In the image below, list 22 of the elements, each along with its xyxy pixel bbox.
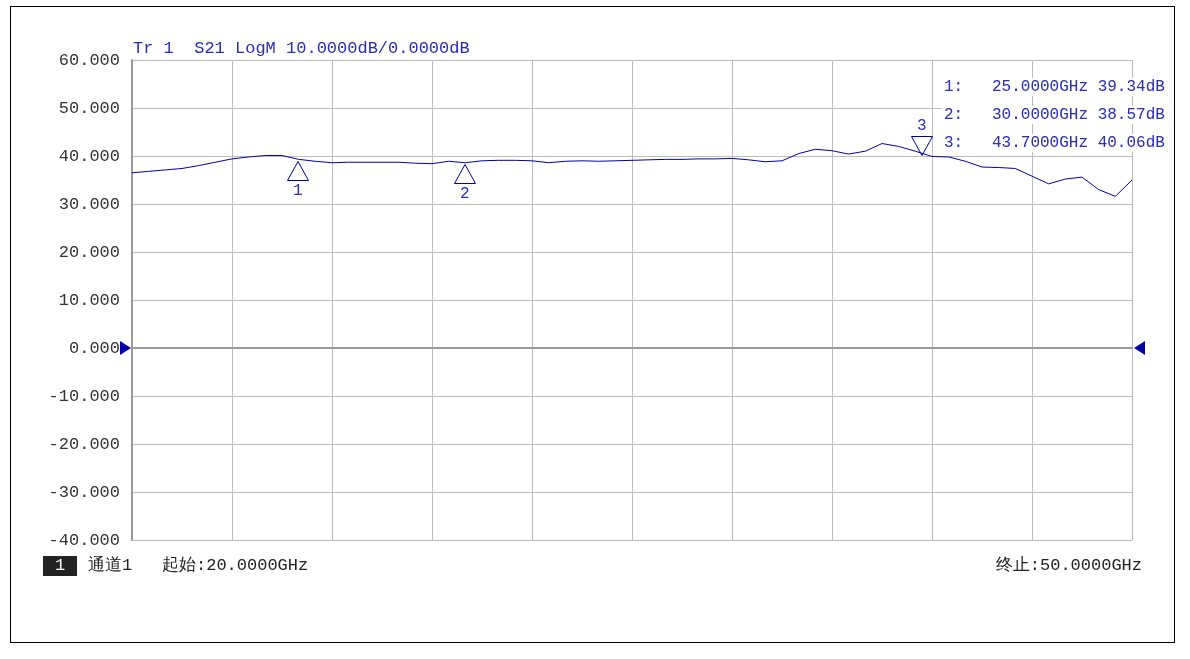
y-tick-label: -20.000 [48,434,120,454]
y-tick-label: 40.000 [58,146,120,166]
text: 1 [55,556,66,575]
text: 通道1 [88,555,133,575]
y-tick-label: -30.000 [48,482,120,502]
y-tick-label: -10.000 [48,386,120,406]
annotation: 3: 43.7000GHz 40.06dB [944,134,1165,152]
annotation: 1: 25.0000GHz 39.34dB [944,78,1165,96]
text: 终止:50.0000GHz [995,556,1142,575]
y-tick-label: 50.000 [58,98,120,118]
y-tick-label: -40.000 [48,530,120,550]
y-tick-label: 20.000 [58,242,120,262]
text: 起始:20.0000GHz [162,556,309,575]
y-tick-label: 10.000 [58,290,120,310]
annotation: 1 [293,182,303,200]
chart-title: Tr 1 S21 LogM 10.0000dB/0.0000dB [133,39,470,58]
y-tick-label: 60.000 [58,50,120,70]
y-tick-label: 0.000 [68,338,120,358]
annotation: 3 [917,117,927,135]
y-tick-label: 30.000 [58,194,120,214]
annotation: 2: 30.0000GHz 38.57dB [944,106,1165,124]
annotation: 2 [460,185,470,203]
